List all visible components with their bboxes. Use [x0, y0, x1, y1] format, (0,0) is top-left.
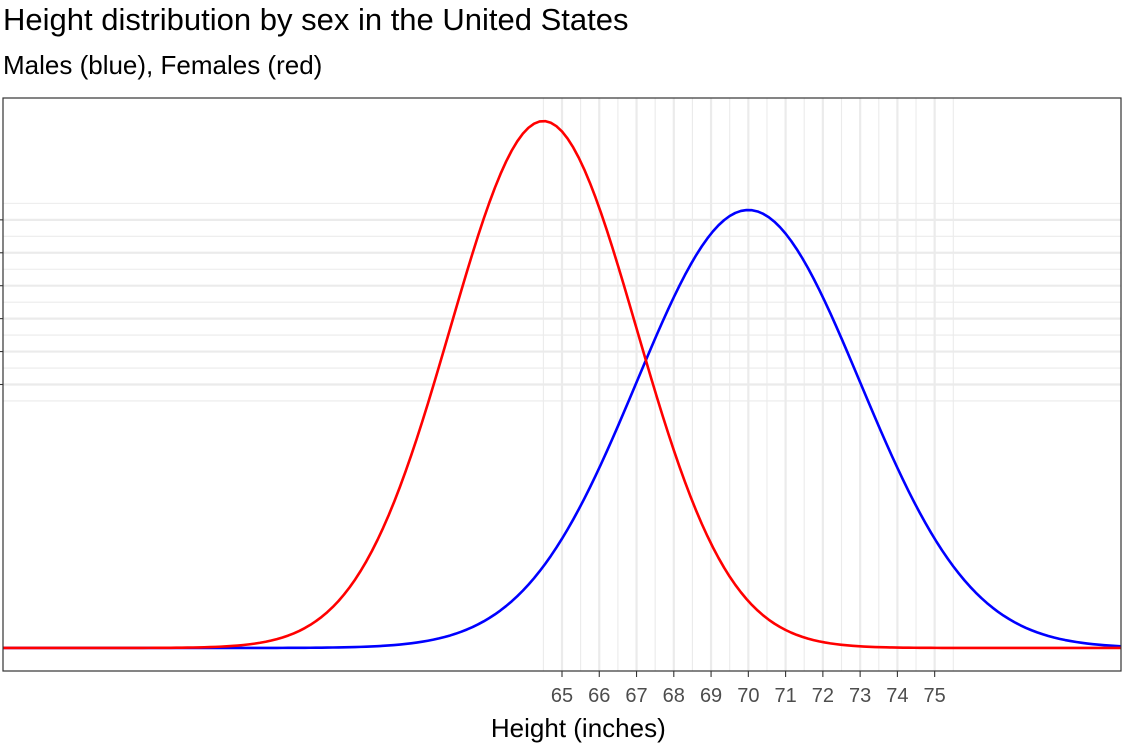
x-tick-label: 68 — [663, 685, 685, 707]
series-line-females — [3, 119, 1121, 650]
x-tick-label: 67 — [625, 685, 647, 707]
x-tick-label: 74 — [886, 685, 908, 707]
chart-title: Height distribution by sex in the United… — [3, 2, 629, 37]
x-tick-label: 70 — [737, 685, 759, 707]
x-tick-label: 72 — [812, 685, 834, 707]
x-tick-label: 69 — [700, 685, 722, 707]
x-tick-label: 66 — [588, 685, 610, 707]
x-axis-tick-labels: 65 66 67 68 69 70 71 72 73 74 75 — [551, 685, 946, 707]
minor-y-gridlines — [3, 202, 1121, 402]
y-axis-ticks — [0, 219, 3, 386]
chart-subtitle: Males (blue), Females (red) — [3, 50, 323, 80]
x-axis-ticks — [561, 671, 936, 677]
x-tick-label: 73 — [849, 685, 871, 707]
x-tick-label: 75 — [924, 685, 946, 707]
x-axis-title: Height (inches) — [491, 713, 666, 743]
series-layer — [3, 119, 1122, 650]
x-tick-label: 65 — [551, 685, 573, 707]
x-tick-label: 71 — [774, 685, 796, 707]
major-y-gridlines — [3, 218, 1121, 386]
